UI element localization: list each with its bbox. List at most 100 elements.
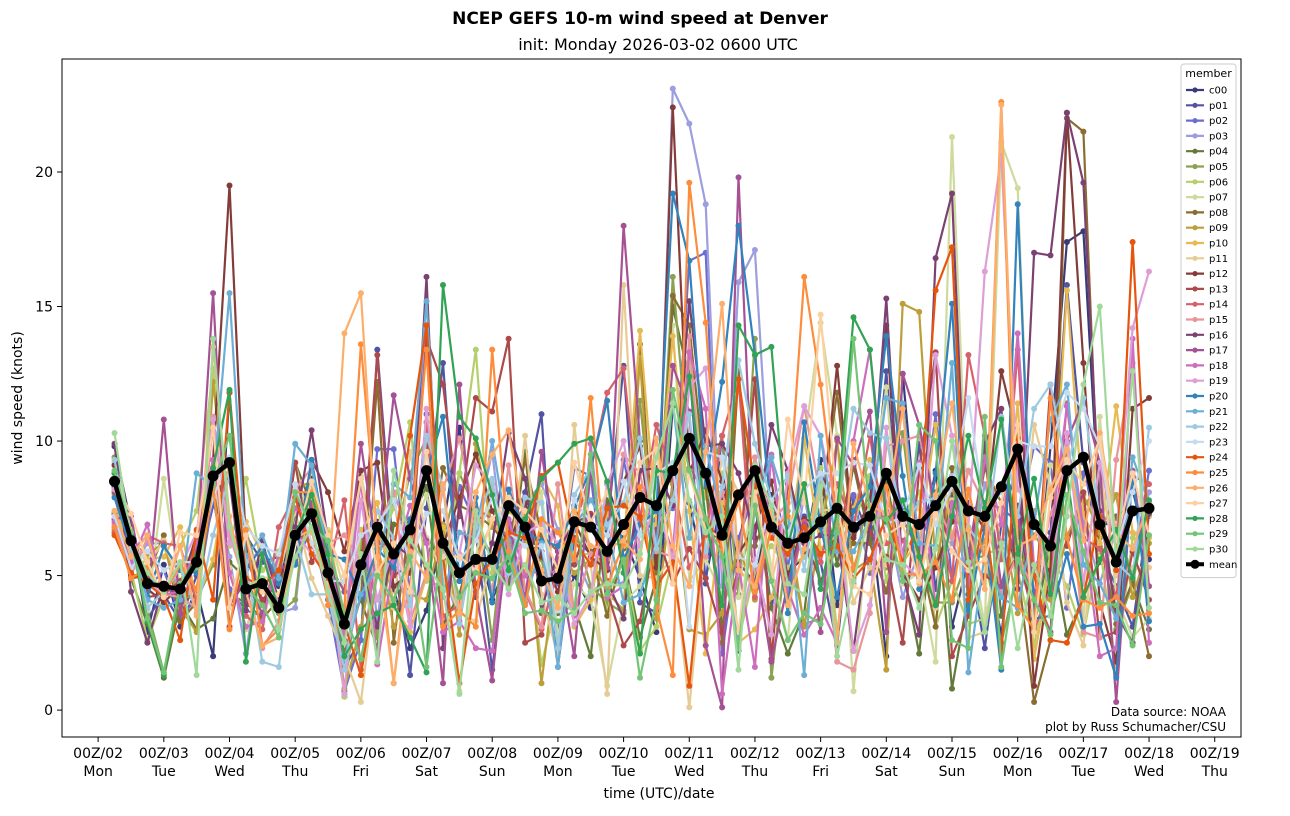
member-series-point bbox=[719, 602, 726, 609]
member-series-point bbox=[834, 529, 841, 536]
member-series-point bbox=[292, 489, 299, 496]
member-series-point bbox=[801, 672, 808, 679]
x-tick-label-time: 00Z/04 bbox=[205, 746, 255, 762]
member-series-point bbox=[571, 653, 578, 660]
member-series-point bbox=[259, 543, 266, 549]
member-series-point bbox=[949, 244, 955, 251]
member-series-point bbox=[866, 430, 873, 436]
legend-swatch-marker bbox=[1192, 546, 1198, 552]
legend-label: p10 bbox=[1209, 239, 1228, 250]
member-series-point bbox=[1080, 642, 1087, 649]
legend-swatch-marker bbox=[1192, 301, 1198, 307]
member-series-point bbox=[341, 653, 348, 660]
member-series-point bbox=[357, 290, 364, 297]
member-series-point bbox=[866, 456, 873, 463]
member-series-point bbox=[1096, 545, 1103, 552]
member-series-point bbox=[801, 499, 808, 506]
member-series-point bbox=[1129, 529, 1136, 536]
x-tick-label-time: 00Z/13 bbox=[796, 746, 846, 762]
member-series-point bbox=[1113, 456, 1120, 463]
member-series-point bbox=[834, 561, 841, 568]
member-series-point bbox=[456, 529, 463, 536]
x-tick-label-day: Sat bbox=[415, 764, 438, 780]
member-series-point bbox=[242, 532, 249, 539]
mean-series bbox=[109, 432, 1155, 630]
member-series-point bbox=[1063, 456, 1070, 463]
member-series-point bbox=[686, 583, 693, 590]
member-series-point bbox=[160, 567, 167, 574]
member-series-point bbox=[735, 376, 742, 383]
member-series-point bbox=[1063, 389, 1070, 396]
member-series-point bbox=[407, 553, 414, 560]
member-series-point bbox=[784, 416, 791, 423]
legend-label: p08 bbox=[1209, 208, 1228, 219]
legend: member c00 p01 p02 p03 p04 p05 p06 p07 p08 p09 p10 p… bbox=[1180, 63, 1237, 579]
member-series-point bbox=[1063, 513, 1070, 520]
member-series-point bbox=[949, 190, 955, 197]
chart-title: NCEP GEFS 10-m wind speed at Denver bbox=[452, 9, 828, 29]
member-series-point bbox=[423, 664, 430, 670]
member-series-point bbox=[522, 639, 529, 646]
member-series-point bbox=[489, 475, 496, 482]
member-series-point bbox=[341, 548, 348, 555]
member-series-point bbox=[259, 588, 266, 595]
member-series-point bbox=[554, 594, 561, 601]
member-series-point bbox=[604, 580, 611, 587]
legend-label: p22 bbox=[1209, 422, 1228, 433]
member-series-point bbox=[1063, 282, 1070, 288]
member-series-point bbox=[440, 481, 446, 488]
member-series-point bbox=[620, 282, 627, 288]
member-series-point bbox=[1080, 594, 1087, 601]
member-series-point bbox=[620, 478, 627, 485]
member-series-point bbox=[390, 564, 397, 571]
member-series-point bbox=[981, 481, 988, 488]
member-series-point bbox=[292, 596, 299, 603]
member-series-point bbox=[1096, 430, 1103, 436]
member-series-point bbox=[686, 411, 693, 418]
member-series-point bbox=[259, 602, 266, 609]
mean-series-point bbox=[306, 508, 318, 520]
member-series-point bbox=[932, 352, 939, 358]
member-series-point bbox=[423, 669, 430, 676]
member-series-point bbox=[899, 473, 906, 479]
member-series-point bbox=[292, 481, 299, 488]
member-series-point bbox=[226, 386, 233, 393]
member-series-point bbox=[374, 446, 381, 453]
member-series-point bbox=[554, 481, 561, 488]
x-tick-label-day: Tue bbox=[1070, 764, 1095, 780]
member-series-point bbox=[259, 551, 266, 557]
member-series-point bbox=[620, 502, 627, 509]
member-series-point bbox=[1047, 591, 1054, 598]
member-series-point bbox=[1129, 325, 1136, 331]
member-series-point bbox=[489, 408, 496, 415]
member-series-point bbox=[210, 615, 217, 622]
mean-series-line bbox=[112, 436, 1150, 627]
member-series-point bbox=[604, 521, 611, 528]
member-series-point bbox=[834, 658, 841, 665]
member-series-point bbox=[538, 680, 545, 687]
member-series-point bbox=[784, 650, 791, 657]
member-series-point bbox=[226, 540, 233, 547]
member-series-point bbox=[604, 532, 611, 539]
member-series-point bbox=[325, 551, 331, 557]
member-series-point bbox=[1146, 268, 1152, 275]
member-series-point bbox=[784, 473, 791, 479]
member-series-point bbox=[275, 551, 282, 557]
member-series-point bbox=[1113, 594, 1120, 601]
member-series-point bbox=[686, 682, 693, 689]
member-series-point bbox=[456, 381, 463, 388]
legend-swatch-marker bbox=[1192, 485, 1198, 491]
member-series-point bbox=[456, 610, 463, 617]
member-series-point bbox=[604, 591, 611, 598]
member-series-point bbox=[702, 405, 709, 412]
legend-swatch-marker bbox=[1192, 332, 1198, 338]
member-series-point bbox=[177, 637, 184, 644]
member-series-point bbox=[669, 190, 676, 197]
member-series-point bbox=[308, 591, 315, 598]
member-series-point bbox=[620, 642, 627, 649]
member-series-point bbox=[932, 438, 939, 444]
member-series-point bbox=[1014, 201, 1021, 208]
member-series-point bbox=[210, 596, 217, 603]
legend-swatch-marker bbox=[1192, 118, 1198, 124]
member-series-point bbox=[981, 413, 988, 420]
